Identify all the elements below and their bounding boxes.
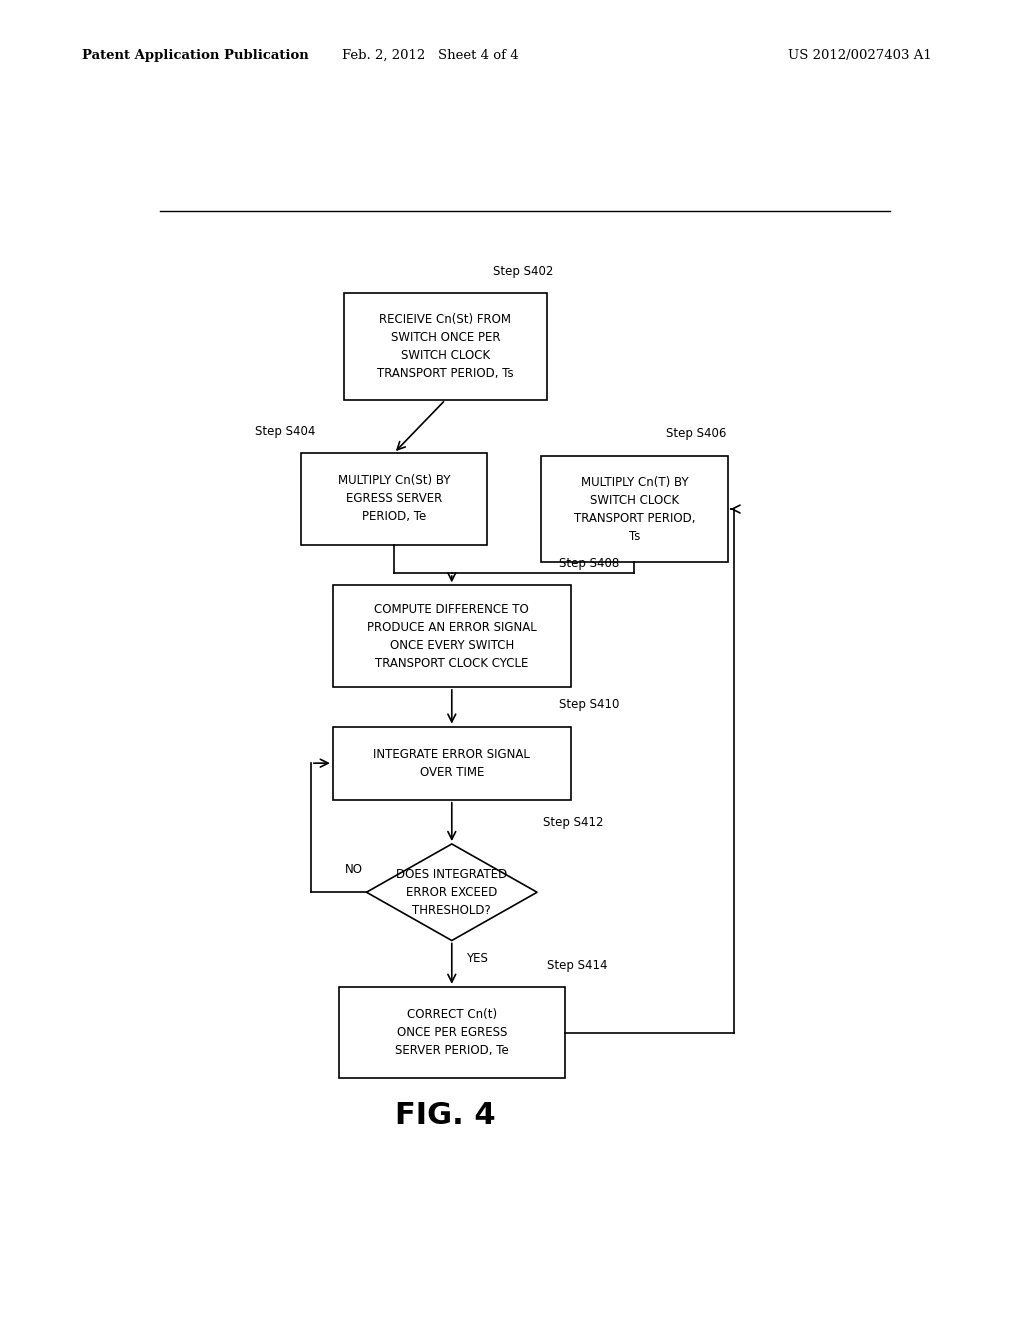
Text: DOES INTEGRATED
ERROR EXCEED
THRESHOLD?: DOES INTEGRATED ERROR EXCEED THRESHOLD? [396,867,508,917]
Text: Step S408: Step S408 [559,557,620,570]
Text: MULTIPLY Cn(St) BY
EGRESS SERVER
PERIOD, Te: MULTIPLY Cn(St) BY EGRESS SERVER PERIOD,… [338,474,451,524]
Text: Step S404: Step S404 [255,425,315,438]
Bar [333,726,570,800]
Text: RECIEIVE Cn(St) FROM
SWITCH ONCE PER
SWITCH CLOCK
TRANSPORT PERIOD, Ts: RECIEIVE Cn(St) FROM SWITCH ONCE PER SWI… [377,313,514,380]
Text: Feb. 2, 2012   Sheet 4 of 4: Feb. 2, 2012 Sheet 4 of 4 [342,49,518,62]
Text: YES: YES [466,952,488,965]
Text: Step S402: Step S402 [494,265,553,277]
Bar [339,987,565,1078]
Text: Step S410: Step S410 [559,698,620,711]
Text: NO: NO [344,863,362,876]
Text: Step S406: Step S406 [666,428,726,441]
Text: CORRECT Cn(t)
ONCE PER EGRESS
SERVER PERIOD, Te: CORRECT Cn(t) ONCE PER EGRESS SERVER PER… [395,1008,509,1057]
Text: Step S414: Step S414 [547,958,607,972]
Bar [301,453,487,545]
Polygon shape [367,843,538,941]
Text: MULTIPLY Cn(T) BY
SWITCH CLOCK
TRANSPORT PERIOD,
Ts: MULTIPLY Cn(T) BY SWITCH CLOCK TRANSPORT… [573,475,695,543]
Bar [333,585,570,686]
Bar [344,293,547,400]
Text: Patent Application Publication: Patent Application Publication [82,49,308,62]
Text: US 2012/0027403 A1: US 2012/0027403 A1 [788,49,932,62]
Text: Step S412: Step S412 [543,816,603,829]
Text: COMPUTE DIFFERENCE TO
PRODUCE AN ERROR SIGNAL
ONCE EVERY SWITCH
TRANSPORT CLOCK : COMPUTE DIFFERENCE TO PRODUCE AN ERROR S… [367,603,537,669]
Bar [541,455,728,562]
Text: FIG. 4: FIG. 4 [395,1101,496,1130]
Text: INTEGRATE ERROR SIGNAL
OVER TIME: INTEGRATE ERROR SIGNAL OVER TIME [374,747,530,779]
